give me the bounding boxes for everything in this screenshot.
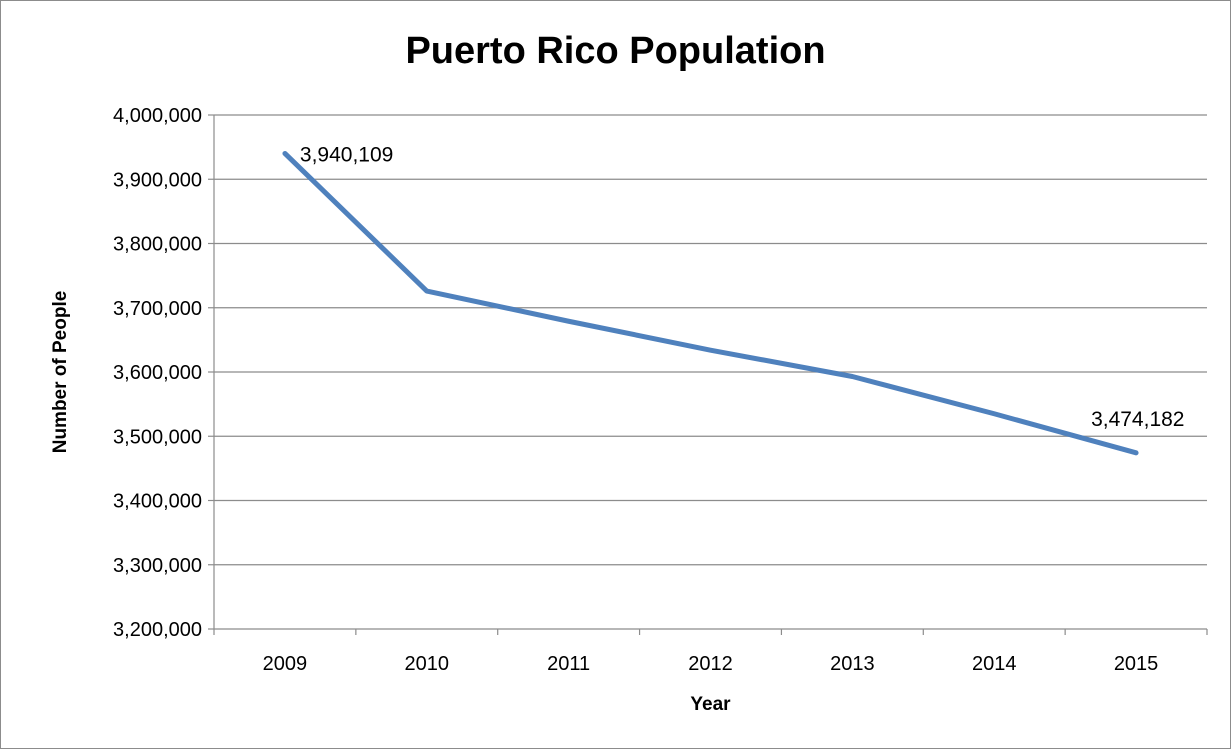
y-axis-title: Number of People (50, 291, 71, 454)
x-tick-label: 2011 (547, 653, 590, 675)
data-labels: 3,940,109 3,474,182 (300, 143, 1185, 430)
x-tick-label: 2015 (1114, 653, 1159, 675)
chart-title: Puerto Rico Population (405, 30, 826, 72)
x-axis-title: Year (690, 694, 731, 715)
y-tick-label: 3,600,000 (113, 362, 202, 384)
y-tick-label: 3,800,000 (113, 234, 202, 256)
x-tick-label: 2013 (830, 653, 875, 675)
gridlines (214, 114, 1207, 566)
y-axis-ticks: 3,200,000 3,300,000 3,400,000 3,500,000 3,60… (113, 105, 214, 641)
series-group (282, 150, 1139, 456)
x-tick-label: 2009 (263, 653, 308, 675)
data-label: 3,940,109 (300, 143, 393, 166)
series-line (282, 150, 1139, 456)
x-axis-ticks: 2009 2010 2011 2012 2013 2014 2015 (213, 629, 1208, 675)
x-tick-label: 2014 (972, 653, 1017, 675)
y-tick-label: 3,400,000 (113, 491, 202, 513)
x-tick-label: 2010 (405, 653, 450, 675)
y-tick-label: 3,200,000 (113, 619, 202, 641)
y-tick-label: 3,900,000 (113, 169, 202, 191)
data-label: 3,474,182 (1091, 408, 1184, 431)
y-tick-label: 3,500,000 (113, 426, 202, 448)
y-tick-label: 3,700,000 (113, 298, 202, 320)
x-tick-label: 2012 (688, 653, 733, 675)
y-tick-label: 4,000,000 (113, 105, 202, 127)
y-tick-label: 3,300,000 (113, 555, 202, 577)
